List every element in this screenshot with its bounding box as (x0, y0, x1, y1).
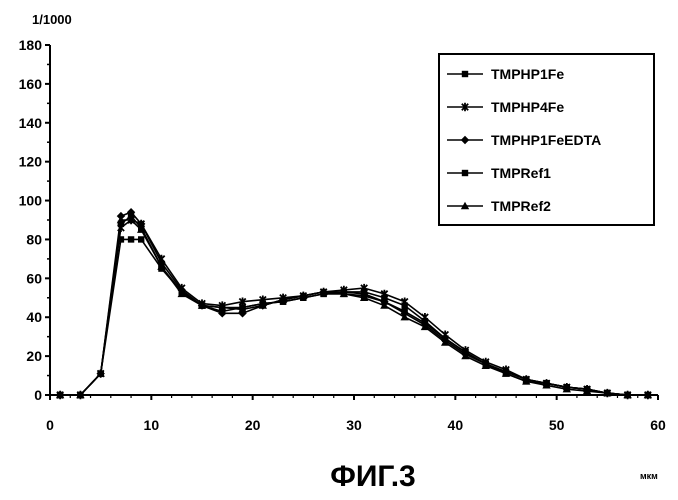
legend-label: TMPHP4Fe (491, 99, 564, 115)
y-tick-label: 60 (26, 270, 42, 286)
series-tmphp4fe (57, 216, 651, 399)
legend-marker (462, 71, 468, 77)
series-tmpref1 (57, 236, 651, 398)
y-tick-label: 180 (19, 37, 43, 53)
y-tick-label: 120 (19, 154, 43, 170)
legend-marker (462, 170, 468, 176)
y-tick-label: 80 (26, 231, 42, 247)
legend: TMPHP1Fe TMPHP4Fe TMPHP1FeEDTA TMPRef1 TMPRe… (439, 54, 654, 225)
legend-label: TMPHP1Fe (491, 66, 564, 82)
y-tick-label: 20 (26, 348, 42, 364)
legend-label: TMPRef2 (491, 198, 551, 214)
data-point (128, 236, 134, 242)
series-lines (56, 208, 652, 399)
x-tick-label: 40 (448, 417, 464, 433)
x-tick-label: 20 (245, 417, 261, 433)
x-tick-label: 10 (144, 417, 160, 433)
x-tick-label: 0 (46, 417, 54, 433)
series-line (60, 220, 648, 395)
y-tick-label: 160 (19, 76, 43, 92)
x-tick-label: 50 (549, 417, 565, 433)
data-point (138, 236, 144, 242)
series-line (60, 220, 648, 395)
series-line (60, 239, 648, 395)
series-tmphp1fe (57, 213, 651, 398)
legend-label: TMPRef1 (491, 165, 551, 181)
legend-label: TMPHP1FeEDTA (491, 132, 601, 148)
y-tick-label: 0 (34, 387, 42, 403)
y-tick-label: 140 (19, 115, 43, 131)
x-tick-label: 30 (346, 417, 362, 433)
x-unit-label: мкм (640, 471, 658, 481)
y-unit-label: 1/1000 (32, 12, 72, 27)
x-tick-label: 60 (650, 417, 666, 433)
y-tick-label: 100 (19, 193, 43, 209)
y-tick-label: 40 (26, 309, 42, 325)
figure-caption: ФИГ.3 (330, 460, 415, 493)
series-tmpref2 (56, 216, 652, 398)
